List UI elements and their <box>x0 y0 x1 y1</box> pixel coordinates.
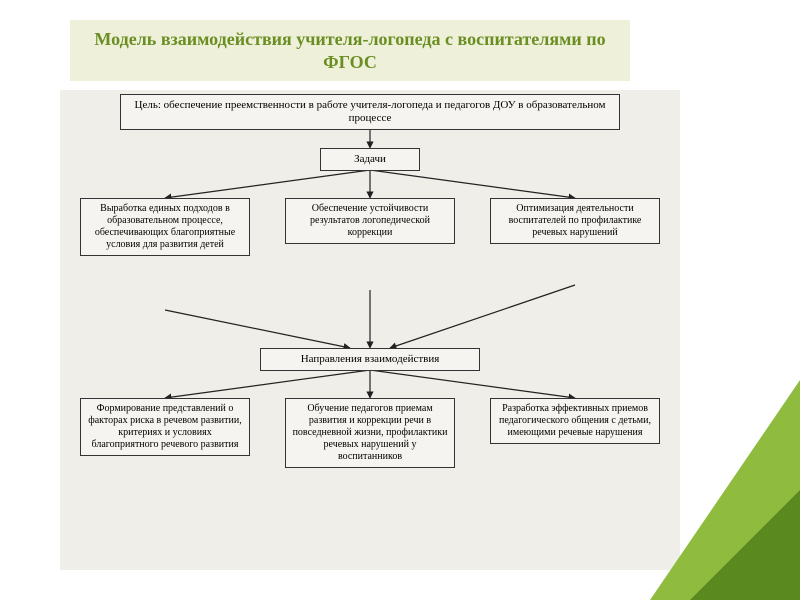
tasks-label-box: Задачи <box>320 148 420 171</box>
directions-label-box: Направления взаимодействия <box>260 348 480 371</box>
diagram-area: Цель: обеспечение преемственности в рабо… <box>60 90 680 570</box>
goal-box: Цель: обеспечение преемственности в рабо… <box>120 94 620 130</box>
title-banner: Модель взаимодействия учителя-логопеда с… <box>70 20 630 81</box>
decor-lower-triangle <box>690 490 800 600</box>
task-box-3: Оптимизация деятельности воспитателей по… <box>490 198 660 244</box>
direction-box-1: Формирование представлений о факторах ри… <box>80 398 250 456</box>
direction-box-3: Разработка эффективных приемов педагогич… <box>490 398 660 444</box>
task-box-2: Обеспечение устойчивости результатов лог… <box>285 198 455 244</box>
task-box-1: Выработка единых подходов в образователь… <box>80 198 250 256</box>
direction-box-2: Обучение педагогов приемам развития и ко… <box>285 398 455 468</box>
